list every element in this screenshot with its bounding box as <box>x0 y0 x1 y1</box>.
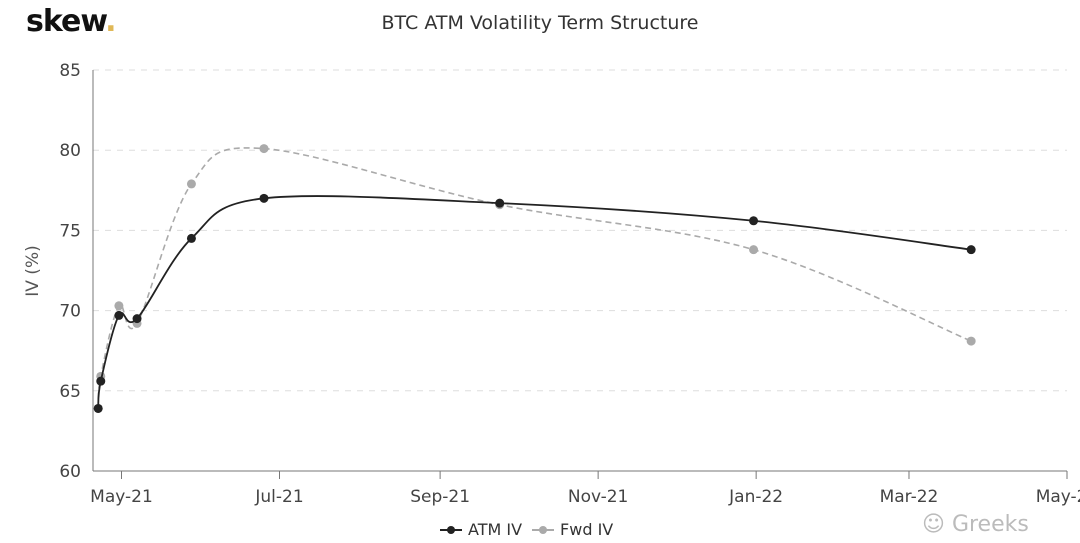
legend-marker-fwd <box>532 525 555 534</box>
atm-iv-point <box>749 216 759 226</box>
x-tick-label: Jul-21 <box>254 487 303 507</box>
skew-logo: skew. <box>26 4 117 39</box>
atm-iv-point <box>114 310 124 320</box>
fwd-iv-point <box>749 245 759 255</box>
y-axis-label: IV (%) <box>23 245 43 296</box>
logo-dot: . <box>105 4 116 39</box>
chart-title: BTC ATM Volatility Term Structure <box>381 12 699 34</box>
atm-iv-point <box>186 233 196 243</box>
atm-iv-point <box>132 314 142 324</box>
atm-iv-point <box>259 193 269 203</box>
y-tick-label: 75 <box>59 221 81 241</box>
y-tick-label: 80 <box>59 141 81 161</box>
legend-label-atm: ATM IV <box>468 520 523 539</box>
legend-item-fwd[interactable]: Fwd IV <box>532 520 613 539</box>
x-tick-label: Jan-22 <box>728 487 783 507</box>
watermark: ☺ Greeks <box>922 512 1029 537</box>
x-tick-label: May-22 <box>1036 487 1080 507</box>
fwd-iv-point <box>259 144 269 154</box>
atm-iv-line <box>97 195 972 409</box>
atm-iv-point <box>495 198 505 208</box>
x-tick-label: May-21 <box>90 487 153 507</box>
fwd-iv-point <box>186 179 196 189</box>
legend: ATM IV Fwd IV <box>440 520 613 539</box>
y-tick-label: 60 <box>59 462 81 482</box>
y-tick-label: 70 <box>59 302 81 322</box>
x-tick-label: Sep-21 <box>410 487 470 507</box>
y-tick-label: 65 <box>59 382 81 402</box>
x-tick-label: Nov-21 <box>568 487 629 507</box>
legend-marker-atm <box>440 525 462 534</box>
y-tick-label: 85 <box>59 61 81 81</box>
logo-text: skew <box>26 4 106 39</box>
fwd-iv-line <box>97 147 972 409</box>
atm-iv-point <box>966 245 976 255</box>
x-tick-label: Mar-22 <box>880 487 939 507</box>
legend-label-fwd: Fwd IV <box>560 520 614 539</box>
atm-iv-point <box>96 376 106 386</box>
fwd-iv-point <box>114 301 124 311</box>
fwd-iv-point <box>966 336 976 346</box>
watermark-text: Greeks <box>951 512 1029 537</box>
atm-iv-point <box>93 403 103 413</box>
legend-item-atm[interactable]: ATM IV <box>440 520 522 539</box>
